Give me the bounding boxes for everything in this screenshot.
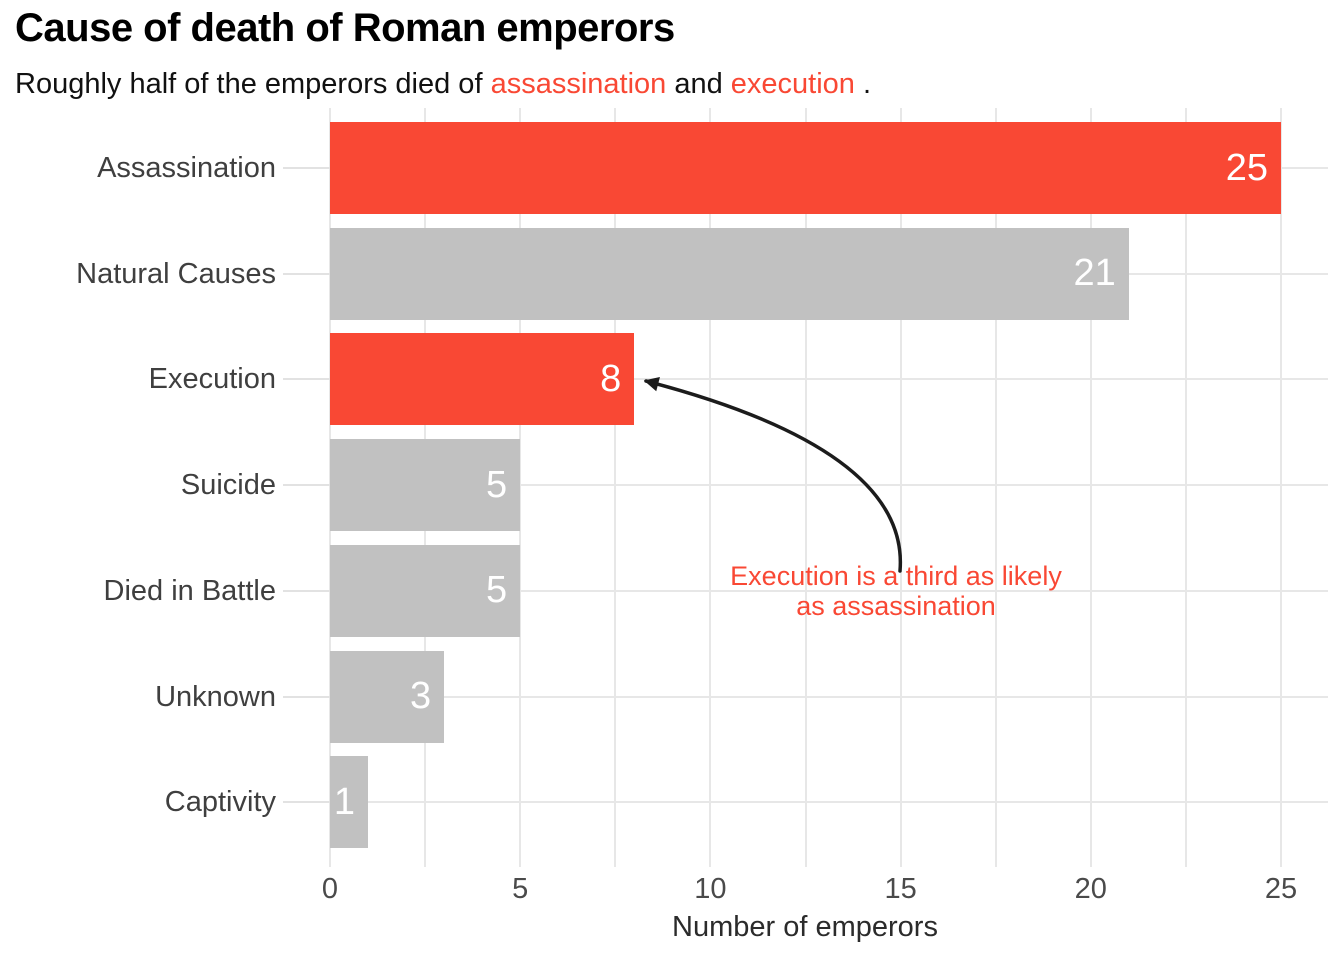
subtitle-text: Roughly half of the emperors died of xyxy=(15,68,491,100)
subtitle-suffix: . xyxy=(854,68,872,100)
subtitle-connector: and xyxy=(666,68,731,100)
y-axis-tick-natural-causes xyxy=(283,272,330,275)
bar-natural-causes: 21 xyxy=(330,227,1129,320)
bar-value-label-execution: 8 xyxy=(600,357,622,400)
x-tick-label-0: 0 xyxy=(321,873,339,905)
x-tick-label-15: 15 xyxy=(884,873,917,905)
y-axis-tick-assassination xyxy=(283,167,330,169)
gridline-vertical-15 xyxy=(899,108,902,867)
annotation-text: Execution is a third as likely as assass… xyxy=(730,561,1062,621)
subtitle-highlight-execution: execution xyxy=(730,68,855,100)
x-axis-title: Number of emperors xyxy=(672,911,938,943)
y-axis-tick-execution xyxy=(283,378,330,381)
y-axis-tick-died-in-battle xyxy=(283,589,330,592)
x-tick-label-25: 25 xyxy=(1264,873,1298,905)
y-axis-tick-captivity xyxy=(283,801,330,804)
gridline-vertical-5 xyxy=(519,108,522,867)
bar-captivity: 1 xyxy=(330,756,369,849)
category-label-unknown: Unknown xyxy=(155,680,276,713)
category-label-execution: Execution xyxy=(148,363,276,396)
bar-value-label-unknown: 3 xyxy=(409,675,432,717)
bar-value-label-died-in-battle: 5 xyxy=(486,569,508,612)
bar-unknown: 3 xyxy=(330,650,445,743)
chart-subtitle: Roughly half of the emperors died of ass… xyxy=(15,68,871,101)
bar-value-label-captivity: 1 xyxy=(333,780,356,823)
annotation-line-1: Execution is a third as likely xyxy=(730,561,1062,591)
gridline-horizontal-captivity xyxy=(330,801,1328,804)
gridline-horizontal-died-in-battle xyxy=(330,589,1328,592)
gridline-vertical-20 xyxy=(1089,108,1092,867)
bar-value-label-suicide: 5 xyxy=(486,463,508,506)
gridline-horizontal-unknown xyxy=(330,695,1328,698)
bar-value-label-assassination: 25 xyxy=(1225,146,1268,189)
x-tick-label-20: 20 xyxy=(1074,873,1107,905)
bar-died-in-battle: 5 xyxy=(330,544,521,637)
gridline-vertical-12.5 xyxy=(804,108,807,867)
chart-title: Cause of death of Roman emperors xyxy=(15,6,675,50)
bar-suicide: 5 xyxy=(330,439,521,532)
subtitle-highlight-assassination: assassination xyxy=(490,68,667,100)
gridline-vertical-10 xyxy=(709,108,712,867)
gridline-vertical-17.5 xyxy=(994,108,997,867)
gridline-vertical-25 xyxy=(1280,108,1282,867)
annotation-line-2: as assassination xyxy=(796,591,996,621)
category-label-suicide: Suicide xyxy=(180,469,276,502)
category-label-died-in-battle: Died in Battle xyxy=(103,574,277,607)
category-label-assassination: Assassination xyxy=(97,152,276,184)
gridline-vertical-22.5 xyxy=(1184,108,1187,867)
bar-value-label-natural-causes: 21 xyxy=(1073,252,1116,295)
y-axis-tick-suicide xyxy=(283,484,330,487)
x-tick-label-10: 10 xyxy=(694,873,727,905)
category-label-natural-causes: Natural Causes xyxy=(76,257,276,290)
category-label-captivity: Captivity xyxy=(164,786,276,819)
bar-assassination: 25 xyxy=(330,122,1281,214)
gridline-vertical-7.5 xyxy=(614,108,617,867)
y-axis-tick-unknown xyxy=(283,695,330,698)
bar-execution: 8 xyxy=(330,333,635,426)
x-tick-label-5: 5 xyxy=(512,873,529,905)
